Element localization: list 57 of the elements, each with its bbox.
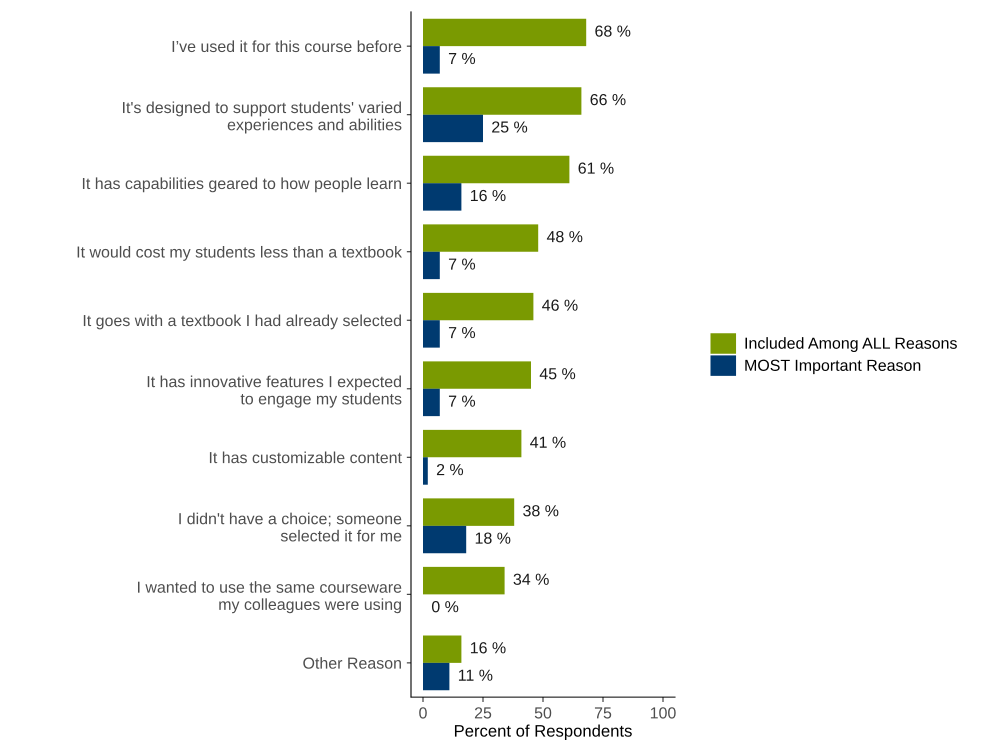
data-label: 0 % bbox=[432, 601, 458, 612]
data-label: 38 % bbox=[523, 505, 558, 516]
y-tick-label: I’ve used it for this course before bbox=[172, 40, 402, 52]
x-tick-label: 100 bbox=[650, 707, 676, 719]
bar bbox=[423, 46, 440, 74]
bar bbox=[423, 18, 586, 46]
bar bbox=[423, 498, 514, 526]
legend-label: MOST Important Reason bbox=[745, 360, 920, 374]
data-label: 46 % bbox=[542, 300, 578, 311]
y-tick-label: I wanted to use the same courseware my colleagues were using bbox=[138, 581, 402, 614]
x-axis-title: Percent of Respondents bbox=[454, 724, 632, 740]
data-label: 48 % bbox=[546, 231, 582, 242]
bar bbox=[423, 156, 570, 184]
y-tick-label: It has capabilities geared to how people learn bbox=[82, 177, 401, 192]
y-tick-label: It would cost my students less than a textbook bbox=[78, 246, 402, 261]
x-tick-label: 0 bbox=[419, 707, 427, 719]
y-tick-label: It's designed to support students' varied experiences and abilities bbox=[123, 101, 402, 134]
data-label: 7 % bbox=[448, 396, 476, 407]
bar bbox=[423, 224, 538, 252]
bar bbox=[423, 252, 440, 280]
bar bbox=[423, 114, 483, 142]
bar bbox=[423, 361, 531, 389]
bar bbox=[423, 87, 582, 115]
bar bbox=[423, 183, 462, 211]
bar bbox=[423, 388, 440, 416]
x-tick-label: 75 bbox=[594, 707, 612, 719]
data-label: 34 % bbox=[514, 574, 549, 585]
y-tick-label: It has customizable content bbox=[210, 452, 402, 464]
data-label: 25 % bbox=[492, 121, 528, 133]
data-label: 45 % bbox=[540, 368, 576, 380]
x-tick-label: 50 bbox=[534, 707, 552, 719]
data-label: 18 % bbox=[476, 532, 510, 544]
data-label: 61 % bbox=[578, 162, 614, 174]
data-label: 11 % bbox=[458, 670, 492, 681]
data-label: 66 % bbox=[590, 94, 626, 106]
data-label: 7 % bbox=[448, 327, 476, 338]
bar bbox=[423, 566, 505, 594]
y-tick-label: It has innovative features I expected to engage my students bbox=[148, 376, 402, 408]
y-tick-label: I didn't have a choice; someone selected it for me bbox=[179, 512, 402, 542]
data-label: 41 % bbox=[530, 436, 566, 448]
legend-label: Included Among ALL Reasons bbox=[746, 337, 957, 352]
bar bbox=[423, 320, 440, 348]
y-tick-label: It goes with a textbook I had already selected bbox=[84, 314, 401, 330]
data-label: 68 % bbox=[595, 25, 630, 37]
data-label: 7 % bbox=[448, 52, 476, 64]
y-tick-label: Other Reason bbox=[303, 657, 401, 669]
bar bbox=[423, 430, 522, 458]
bar bbox=[423, 635, 462, 663]
x-tick-label: 25 bbox=[474, 707, 492, 719]
data-label: 16 % bbox=[470, 642, 506, 654]
bar bbox=[423, 457, 428, 485]
bar bbox=[423, 662, 450, 690]
data-label: 16 % bbox=[470, 190, 506, 202]
bar bbox=[423, 292, 534, 320]
data-label: 2 % bbox=[436, 464, 464, 476]
bar bbox=[423, 526, 466, 554]
data-label: 7 % bbox=[448, 258, 476, 270]
